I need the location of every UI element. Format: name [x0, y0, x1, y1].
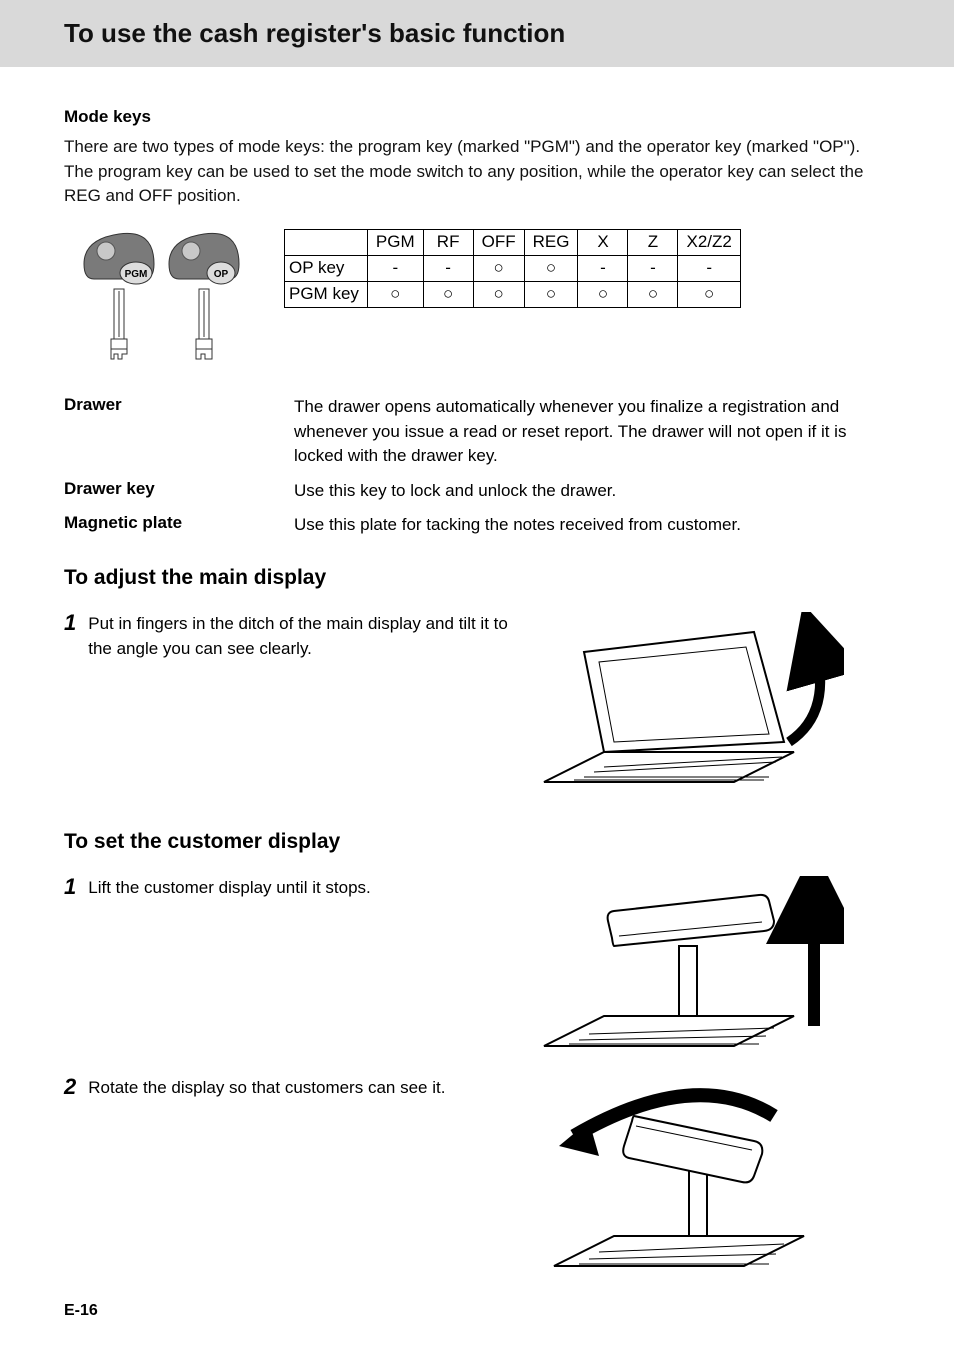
page-title: To use the cash register's basic functio… — [64, 18, 954, 49]
row-label: PGM key — [285, 281, 368, 307]
step-number: 1 — [64, 876, 76, 901]
definition-row: Drawer key Use this key to lock and unlo… — [64, 479, 890, 504]
col-off: OFF — [473, 229, 524, 255]
page: To use the cash register's basic functio… — [0, 0, 954, 1350]
step-row: 2 Rotate the display so that customers c… — [64, 1076, 890, 1286]
col-x2z2: X2/Z2 — [678, 229, 740, 255]
step-body: Lift the customer display until it stops… — [88, 876, 371, 901]
definition-desc: The drawer opens automatically whenever … — [294, 395, 890, 469]
cell: ○ — [473, 281, 524, 307]
definition-row: Drawer The drawer opens automatically wh… — [64, 395, 890, 469]
keys-row: PGM OP — [64, 223, 890, 369]
cell: - — [628, 255, 678, 281]
adjust-display-heading: To adjust the main display — [64, 566, 890, 590]
mode-keys-table: PGM RF OFF REG X Z X2/Z2 OP key - - ○ ○ … — [284, 229, 741, 308]
table-row: PGM key ○ ○ ○ ○ ○ ○ ○ — [285, 281, 741, 307]
svg-text:PGM: PGM — [125, 269, 148, 280]
definition-term: Drawer — [64, 395, 294, 469]
step-number: 2 — [64, 1076, 76, 1101]
cell: ○ — [524, 255, 578, 281]
step-figure — [514, 612, 890, 802]
definition-term: Magnetic plate — [64, 513, 294, 538]
step-body: Put in fingers in the ditch of the main … — [88, 612, 514, 661]
svg-text:OP: OP — [214, 269, 229, 280]
step-figure — [514, 1076, 890, 1286]
step-text: 2 Rotate the display so that customers c… — [64, 1076, 514, 1101]
cell: ○ — [578, 281, 628, 307]
definition-desc: Use this plate for tacking the notes rec… — [294, 513, 890, 538]
step-body: Rotate the display so that customers can… — [88, 1076, 445, 1101]
step-number: 1 — [64, 612, 76, 661]
table-header-row: PGM RF OFF REG X Z X2/Z2 — [285, 229, 741, 255]
keys-illustration: PGM OP — [64, 229, 254, 369]
definition-term: Drawer key — [64, 479, 294, 504]
cell: ○ — [628, 281, 678, 307]
mode-keys-heading: Mode keys — [64, 107, 890, 127]
cell: - — [423, 255, 473, 281]
step-row: 1 Lift the customer display until it sto… — [64, 876, 890, 1066]
step-figure — [514, 876, 890, 1066]
row-label: OP key — [285, 255, 368, 281]
cell: - — [678, 255, 740, 281]
mode-keys-paragraph: There are two types of mode keys: the pr… — [64, 135, 890, 209]
step-text: 1 Lift the customer display until it sto… — [64, 876, 514, 901]
cell: - — [367, 255, 423, 281]
cell: ○ — [524, 281, 578, 307]
col-pgm: PGM — [367, 229, 423, 255]
cell: ○ — [367, 281, 423, 307]
col-z: Z — [628, 229, 678, 255]
content-area: Mode keys There are two types of mode ke… — [0, 67, 954, 1286]
cell: ○ — [678, 281, 740, 307]
cell: - — [578, 255, 628, 281]
step-text: 1 Put in fingers in the ditch of the mai… — [64, 612, 514, 661]
col-blank — [285, 229, 368, 255]
customer-display-heading: To set the customer display — [64, 830, 890, 854]
cell: ○ — [423, 281, 473, 307]
col-rf: RF — [423, 229, 473, 255]
page-number: E-16 — [64, 1302, 98, 1320]
header-bar: To use the cash register's basic functio… — [0, 0, 954, 67]
definition-desc: Use this key to lock and unlock the draw… — [294, 479, 890, 504]
cell: ○ — [473, 255, 524, 281]
col-x: X — [578, 229, 628, 255]
table-row: OP key - - ○ ○ - - - — [285, 255, 741, 281]
definition-row: Magnetic plate Use this plate for tackin… — [64, 513, 890, 538]
col-reg: REG — [524, 229, 578, 255]
step-row: 1 Put in fingers in the ditch of the mai… — [64, 612, 890, 802]
